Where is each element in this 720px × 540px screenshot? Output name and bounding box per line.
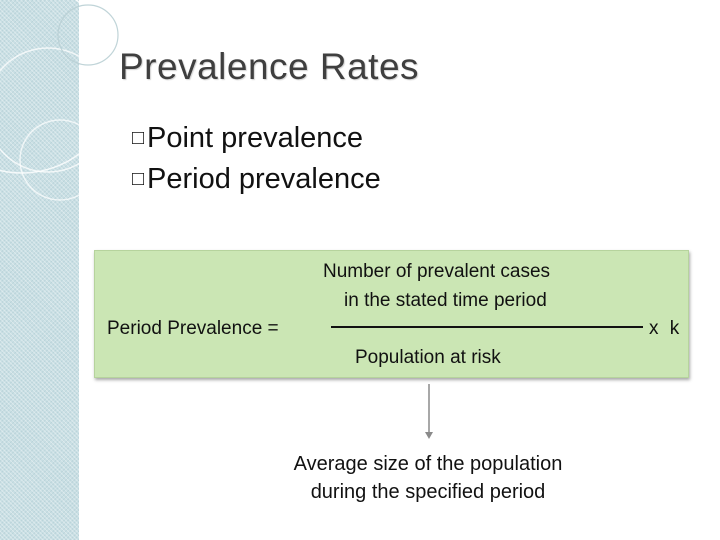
bullet-label: Point prevalence — [147, 122, 364, 154]
bullet-label: Period prevalence — [147, 163, 381, 195]
down-arrow-icon — [425, 384, 433, 439]
bullet-item-period-prevalence: □ Period prevalence — [132, 159, 381, 200]
formula-denominator: Population at risk — [355, 347, 501, 368]
formula-lhs: Period Prevalence = — [107, 318, 279, 339]
bullet-list: □ Point prevalence □ Period prevalence — [132, 118, 381, 200]
formula-multiplier: x k — [649, 318, 683, 339]
formula-numerator-line2: in the stated time period — [344, 290, 547, 311]
fraction-bar — [331, 326, 643, 328]
annotation-line2: during the specified period — [310, 481, 546, 503]
formula-numerator-line1: Number of prevalent cases — [323, 261, 551, 282]
formula-box: Number of prevalent cases in the stated … — [94, 250, 689, 378]
slide-title: Prevalence Rates — [119, 46, 420, 87]
annotation-note: Average size of the population during th… — [230, 450, 626, 506]
annotation-line1: Average size of the population — [293, 453, 563, 475]
bullet-item-point-prevalence: □ Point prevalence — [132, 118, 381, 159]
bullet-marker: □ — [132, 168, 145, 190]
decorative-side-strip — [0, 0, 79, 540]
bullet-marker: □ — [132, 127, 145, 149]
